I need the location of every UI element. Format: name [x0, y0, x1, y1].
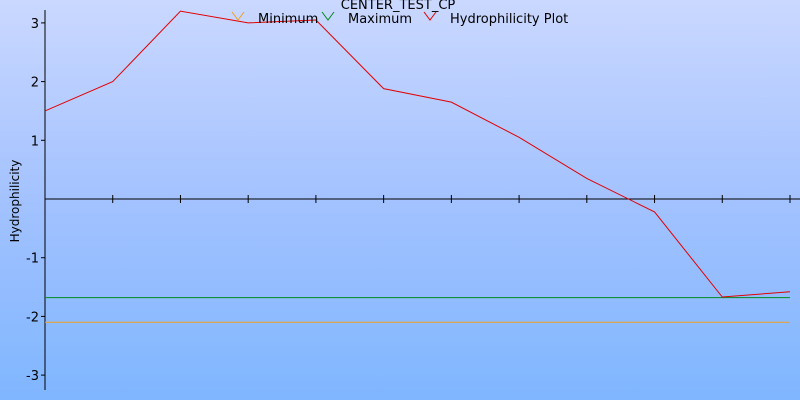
y-axis-label: Hydrophilicity: [8, 160, 22, 243]
legend-label-hydrophilicity-plot: Hydrophilicity Plot: [450, 12, 568, 27]
y-tick-label: -2: [26, 310, 39, 325]
y-tick-label: 1: [31, 134, 39, 149]
legend-item-maximum: Maximum: [321, 11, 412, 27]
legend-swatch-maximum: [321, 11, 335, 21]
chart-title: CENTER_TEST_CP: [341, 0, 456, 13]
y-tick-label: -3: [26, 369, 39, 384]
legend: Minimum Maximum Hydrophilicity Plot: [231, 11, 568, 27]
series-line-hydrophilicity-plot: [44, 10, 791, 298]
plot-area: 3 2 1 -1 -2 -3: [26, 10, 800, 390]
legend-item-hydrophilicity-plot: Hydrophilicity Plot: [423, 11, 568, 27]
y-tick-label: -1: [26, 252, 39, 267]
y-tick-label: 2: [31, 76, 39, 91]
legend-label-minimum: Minimum: [258, 12, 318, 27]
legend-label-maximum: Maximum: [348, 12, 412, 27]
y-tick-label: 3: [31, 17, 39, 32]
legend-item-minimum: Minimum: [231, 11, 318, 27]
legend-swatch-minimum: [231, 11, 245, 21]
legend-swatch-hydrophilicity-plot: [423, 11, 437, 21]
